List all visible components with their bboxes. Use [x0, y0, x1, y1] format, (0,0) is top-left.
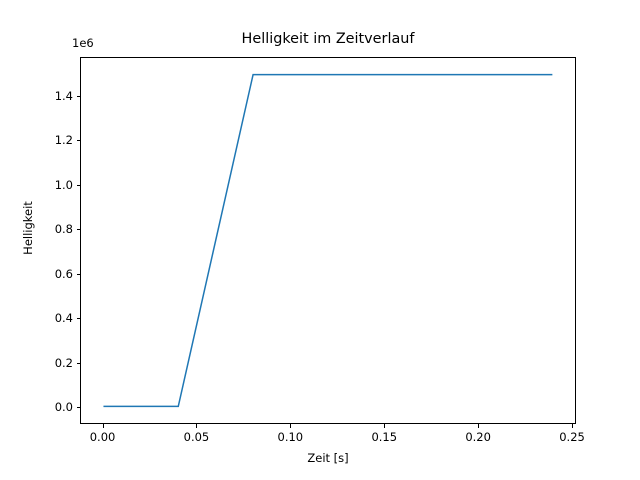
x-axis-tick-mark	[572, 424, 574, 428]
plot-area	[80, 57, 576, 424]
x-axis-tick-label: 0.10	[277, 430, 304, 444]
y-axis-tick-label: 0.6	[54, 266, 73, 281]
y-axis-offset-text: 1e6	[72, 36, 94, 50]
y-axis-tick-label: 0.4	[54, 311, 73, 326]
line-chart-canvas	[81, 58, 575, 423]
y-axis-tick-label: 1.4	[54, 88, 73, 103]
data-series-line	[103, 75, 552, 407]
x-axis-tick-label: 0.00	[89, 430, 116, 444]
y-axis-tick-mark	[76, 407, 80, 409]
y-axis-tick-label: 0.2	[54, 355, 73, 370]
x-axis-tick-label: 0.20	[465, 430, 491, 444]
x-axis-tick-label: 0.25	[559, 430, 585, 444]
y-axis-tick-mark	[76, 318, 80, 320]
x-axis-tick-mark	[290, 424, 292, 428]
y-axis-tick-mark	[76, 140, 80, 142]
x-axis-label: Zeit [s]	[307, 451, 349, 465]
x-axis-tick-label: 0.05	[183, 430, 210, 444]
y-axis-tick-label: 0.0	[54, 400, 73, 415]
y-axis-tick-label: 1.0	[54, 177, 73, 192]
x-axis-tick-mark	[196, 424, 198, 428]
y-axis-label: Helligkeit	[21, 200, 35, 255]
y-axis-tick-mark	[76, 362, 80, 364]
y-axis-tick-mark	[76, 229, 80, 231]
x-axis-tick-label: 0.15	[371, 430, 398, 444]
y-axis-tick-mark	[76, 184, 80, 186]
y-axis-tick-mark	[76, 273, 80, 275]
y-axis-tick-label: 0.8	[54, 222, 73, 237]
x-axis-tick-mark	[384, 424, 386, 428]
page-title: Helligkeit im Zeitverlauf	[241, 31, 415, 47]
x-axis-tick-mark	[478, 424, 480, 428]
x-axis-tick-mark	[102, 424, 104, 428]
y-axis-tick-label: 1.2	[54, 133, 73, 148]
y-axis-tick-mark	[76, 95, 80, 97]
